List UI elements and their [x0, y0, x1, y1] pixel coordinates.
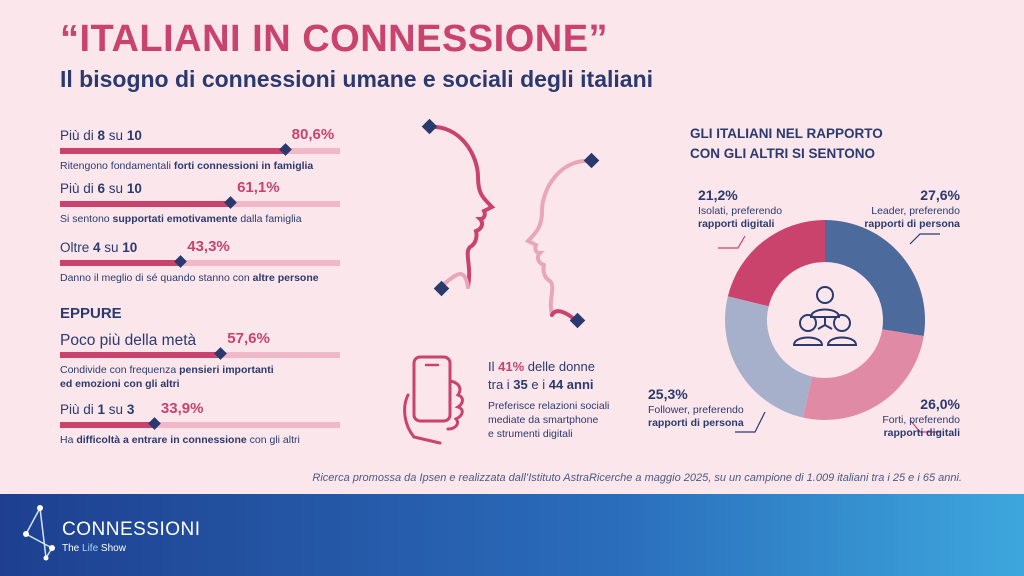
footnote: Ricerca promossa da Ipsen e realizzata d… [312, 472, 962, 484]
progress-track: 80,6% [60, 126, 340, 156]
smartphone-icon [412, 355, 452, 423]
stat-family-connections: Più di 8 su 10 80,6% Ritengono fondament… [60, 126, 340, 174]
progress-fill [60, 422, 155, 428]
stat-connection-difficulty: Più di 1 su 3 33,9% Ha difficoltà a entr… [60, 400, 340, 448]
brand-logo-icon [23, 505, 55, 561]
eppure-heading: EPPURE [60, 305, 122, 322]
brand-tagline: The Life Show [62, 543, 126, 554]
donut-slice-follower [725, 296, 813, 418]
donut-label-isolati: 21,2% Isolati, preferendo rapporti digit… [698, 187, 783, 230]
donut-slice-forti [802, 329, 924, 420]
donut-chart [725, 220, 925, 420]
footer-band [0, 494, 1024, 576]
right-face-profile [524, 158, 592, 317]
stat-heading: Più di 8 su 10 [60, 128, 142, 143]
progress-track: 43,3% [60, 238, 340, 268]
stat-description: Ritengono fondamentali forti connessioni… [60, 160, 314, 172]
stat-description: Ha difficoltà a entrare in connessione c… [60, 434, 300, 446]
donut-slice-isolati [727, 220, 825, 307]
stat-heading: Oltre 4 su 10 [60, 240, 138, 255]
stat-share-thoughts: Poco più della metà 57,6% Condivide con … [60, 330, 340, 391]
stat-description: Condivide con frequenza pensieri importa… [60, 364, 274, 390]
stat-percentage: 43,3% [187, 238, 230, 255]
donut-title: GLI ITALIANI NEL RAPPORTO CON GLI ALTRI S… [690, 126, 883, 161]
stat-percentage: 80,6% [291, 126, 335, 143]
stat-heading: Più di 6 su 10 [60, 181, 142, 196]
stat-emotional-support: Più di 6 su 10 61,1% Si sentono supporta… [60, 179, 340, 227]
label-leader-lines [718, 233, 940, 433]
progress-fill [60, 260, 182, 266]
women-smartphone-stat: Il 41% delle donne tra i 35 e i 44 anni … [488, 359, 610, 441]
stat-percentage: 61,1% [237, 179, 280, 196]
progress-track: 57,6% [60, 330, 340, 360]
donut-label-forti: 26,0% Forti, preferendo rapporti digital… [882, 396, 960, 439]
hand-icon [403, 379, 464, 445]
progress-fill [60, 352, 222, 358]
donut-label-follower: 25,3% Follower, preferendo rapporti di p… [648, 386, 744, 429]
left-face-profile [428, 124, 496, 289]
stat-heading: Più di 1 su 3 [60, 402, 135, 417]
phone-illustration [403, 355, 464, 445]
stat-percentage: 57,6% [227, 330, 270, 347]
progress-track: 33,9% [60, 400, 340, 430]
progress-fill [60, 148, 286, 154]
stat-description: Si sentono supportati emotivamente dalla… [60, 213, 302, 225]
progress-track: 61,1% [60, 179, 340, 209]
stat-heading: Poco più della metà [60, 332, 197, 349]
stat-percentage: 33,9% [160, 400, 204, 417]
page-title: “ITALIANI IN CONNESSIONE” [60, 18, 609, 60]
stat-best-with-others: Oltre 4 su 10 43,3% Danno il meglio di s… [60, 238, 340, 286]
people-network-icon [792, 286, 858, 346]
stat-description: Danno il meglio di sé quando stanno con … [60, 272, 319, 284]
progress-fill [60, 201, 232, 207]
page-subtitle: Il bisogno di connessioni umane e social… [60, 66, 654, 92]
donut-slice-leader [825, 220, 925, 337]
brand-name: CONNESSIONI [62, 519, 201, 540]
donut-label-leader: 27,6% Leader, preferendo rapporti di per… [864, 187, 960, 230]
faces-illustration [421, 118, 600, 329]
